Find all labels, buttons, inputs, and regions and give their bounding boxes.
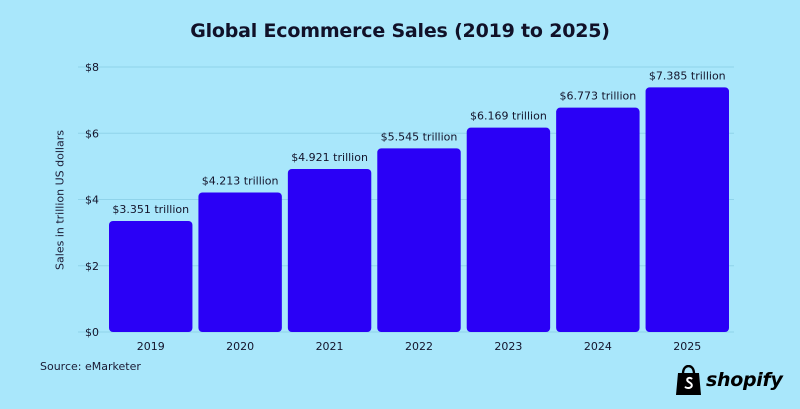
y-tick-label: $2: [85, 260, 99, 273]
source-note: Source: eMarketer: [40, 360, 141, 373]
x-tick-label: 2019: [137, 340, 165, 353]
data-label: $5.545 trillion: [381, 130, 458, 143]
bar: [466, 127, 551, 332]
shopify-bag-icon: [676, 364, 701, 395]
y-tick-label: $0: [85, 326, 99, 339]
bar: [109, 220, 193, 332]
bar: [645, 87, 729, 332]
bar: [198, 192, 282, 332]
x-tick-label: 2021: [316, 340, 344, 353]
x-tick-label: 2023: [494, 340, 522, 353]
shopify-logo: shopify: [675, 362, 783, 398]
bar: [287, 168, 372, 332]
x-tick-label: 2024: [584, 340, 612, 353]
data-label: $6.773 trillion: [559, 90, 636, 103]
y-tick-label: $4: [85, 194, 99, 207]
y-tick-label: $6: [85, 127, 99, 140]
data-label: $4.921 trillion: [291, 151, 368, 164]
data-label: $3.351 trillion: [112, 203, 189, 216]
x-tick-label: 2020: [226, 340, 254, 353]
data-label: $7.385 trillion: [649, 69, 726, 82]
chart-title: Global Ecommerce Sales (2019 to 2025): [190, 20, 610, 42]
x-tick-label: 2022: [405, 340, 433, 353]
data-label: $6.169 trillion: [470, 110, 547, 123]
y-tick-label: $8: [85, 61, 99, 74]
x-tick-label: 2025: [673, 340, 701, 353]
bar: [377, 148, 461, 332]
data-label: $4.213 trillion: [202, 174, 279, 187]
bar: [556, 107, 640, 332]
shopify-wordmark: shopify: [706, 369, 783, 391]
